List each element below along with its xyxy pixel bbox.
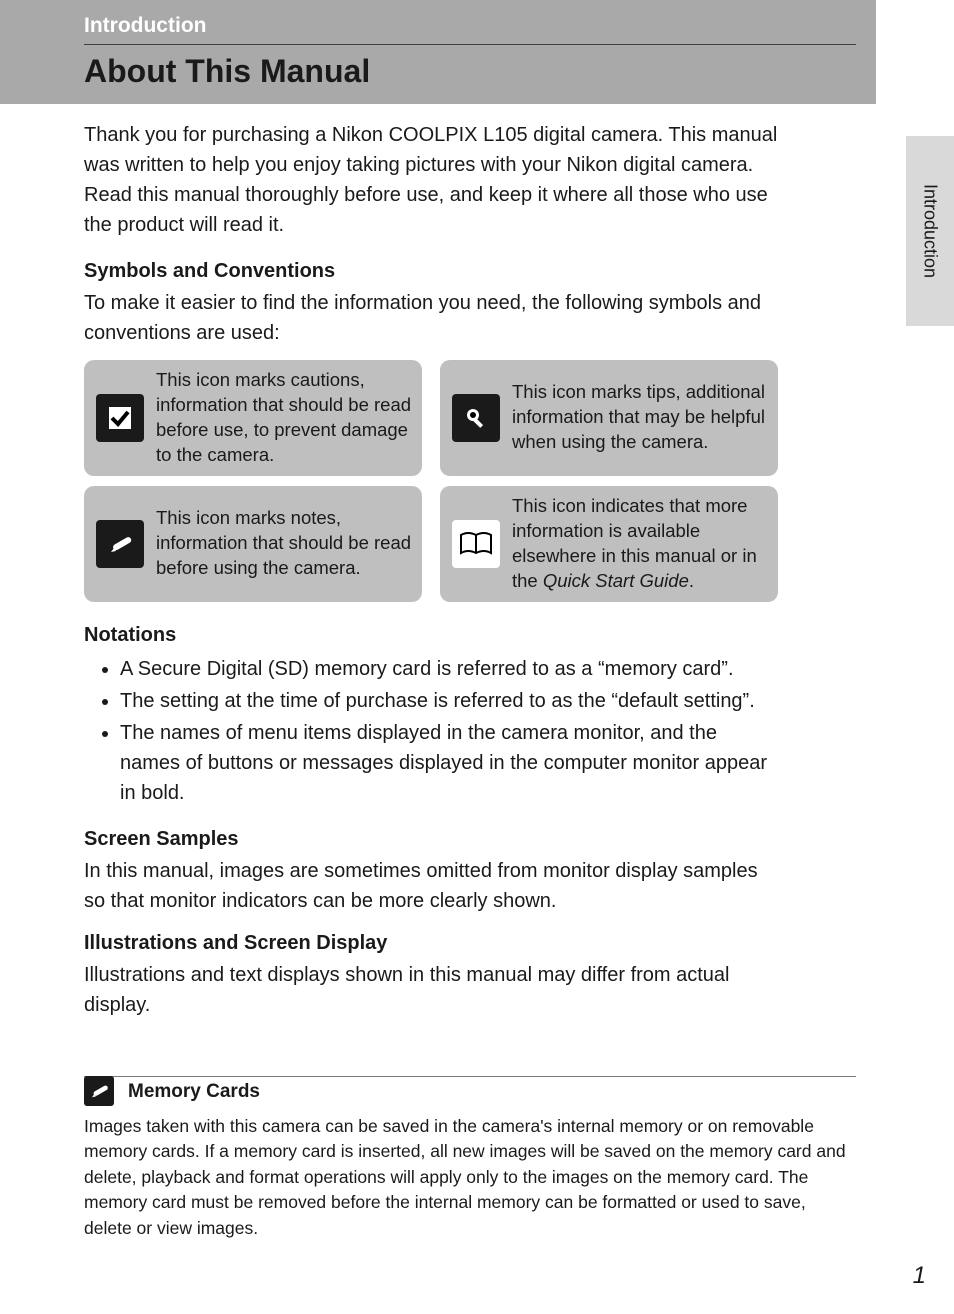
screen-samples-heading: Screen Samples <box>84 824 778 854</box>
footer-note-header: Memory Cards <box>84 1076 856 1106</box>
illustrations-text: Illustrations and text displays shown in… <box>84 960 778 1020</box>
section-label: Introduction <box>84 14 856 45</box>
intro-paragraph: Thank you for purchasing a Nikon COOLPIX… <box>84 120 778 240</box>
list-item: The names of menu items displayed in the… <box>120 718 778 808</box>
symbols-heading: Symbols and Conventions <box>84 256 778 286</box>
symbol-card-text: This icon marks notes, information that … <box>156 506 412 581</box>
symbol-card-tip: This icon marks tips, additional informa… <box>440 360 778 476</box>
symbol-card-note: This icon marks notes, information that … <box>84 486 422 602</box>
side-tab-label: Introduction <box>920 184 941 278</box>
symbol-card-text: This icon indicates that more informatio… <box>512 494 768 594</box>
page-title: About This Manual <box>84 45 876 104</box>
notations-heading: Notations <box>84 620 778 650</box>
list-item: The setting at the time of purchase is r… <box>120 686 778 716</box>
symbols-intro: To make it easier to find the informatio… <box>84 288 778 348</box>
caution-icon <box>96 394 144 442</box>
list-item: A Secure Digital (SD) memory card is ref… <box>120 654 778 684</box>
note-icon <box>84 1076 114 1106</box>
tip-icon <box>452 394 500 442</box>
illustrations-heading: Illustrations and Screen Display <box>84 928 778 958</box>
symbol-card-text: This icon marks tips, additional informa… <box>512 380 768 455</box>
footer-note: Memory Cards Images taken with this came… <box>84 1076 856 1241</box>
note-icon <box>96 520 144 568</box>
reference-icon <box>452 520 500 568</box>
notations-list: A Secure Digital (SD) memory card is ref… <box>84 654 778 808</box>
header-band: Introduction About This Manual <box>0 0 876 104</box>
symbol-card-text: This icon marks cautions, information th… <box>156 368 412 468</box>
symbol-card-reference: This icon indicates that more informatio… <box>440 486 778 602</box>
footer-note-body: Images taken with this camera can be sav… <box>84 1114 856 1241</box>
side-tab: Introduction <box>906 136 954 326</box>
symbols-grid: This icon marks cautions, information th… <box>84 360 778 602</box>
content-area: Thank you for purchasing a Nikon COOLPIX… <box>0 104 876 1020</box>
footer-note-title: Memory Cards <box>128 1081 260 1103</box>
page-number: 1 <box>913 1262 926 1290</box>
symbol-card-caution: This icon marks cautions, information th… <box>84 360 422 476</box>
screen-samples-text: In this manual, images are sometimes omi… <box>84 856 778 916</box>
